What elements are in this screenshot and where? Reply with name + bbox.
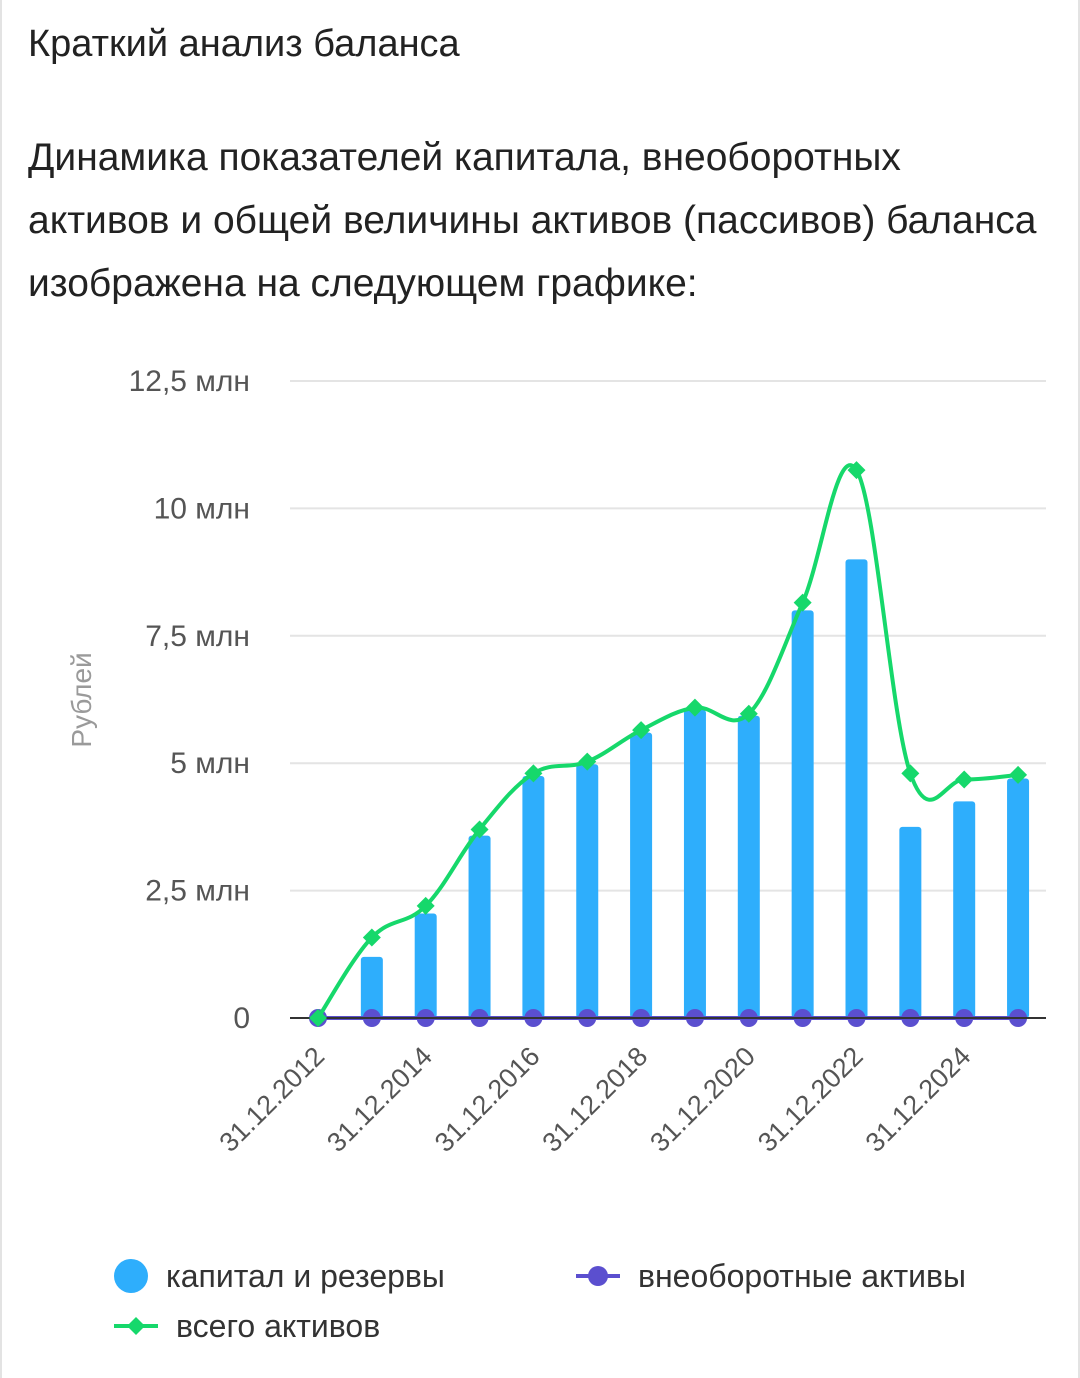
data-point[interactable] [955, 770, 974, 789]
section-title: Краткий анализ баланса [28, 23, 460, 65]
x-tick-label: 31.12.2016 [429, 1041, 546, 1158]
bar[interactable] [1007, 778, 1030, 1018]
bar[interactable] [360, 956, 383, 1018]
data-point[interactable] [578, 752, 597, 771]
x-tick-label: 31.12.2018 [537, 1041, 654, 1158]
bars-capital-reserves [360, 559, 1030, 1018]
balance-chart: 0 2,5 млн 5 млн 7,5 млн 10 млн 12,5 млн Рубле… [66, 365, 1046, 1158]
y-tick-label: 2,5 млн [145, 875, 250, 908]
bar[interactable] [845, 559, 868, 1018]
data-point[interactable] [793, 593, 812, 612]
y-tick-label: 0 [233, 1002, 250, 1035]
intro-text: Динамика показателей капитала, внеоборот… [28, 136, 1037, 305]
y-tick-label: 5 млн [170, 747, 250, 780]
x-tick-label: 31.12.2014 [321, 1041, 438, 1158]
y-tick-label: 10 млн [154, 492, 250, 525]
x-tick-label: 31.12.2024 [860, 1041, 977, 1158]
bar[interactable] [522, 775, 545, 1018]
x-tick-label: 31.12.2012 [213, 1041, 330, 1158]
bar[interactable] [791, 610, 814, 1018]
data-point[interactable] [685, 698, 704, 717]
legend-label-total: всего активов [176, 1307, 381, 1344]
bar[interactable] [737, 715, 760, 1018]
y-axis-label: Рублей [66, 652, 97, 747]
x-tick-label: 31.12.2022 [752, 1041, 869, 1158]
y-tick-label: 12,5 млн [129, 365, 250, 398]
data-point[interactable] [739, 704, 758, 723]
y-tick-label: 7,5 млн [145, 620, 250, 653]
y-axis-ticks: 0 2,5 млн 5 млн 7,5 млн 10 млн 12,5 млн [129, 365, 250, 1035]
bar[interactable] [630, 732, 653, 1018]
legend-item-total[interactable]: всего активов [112, 1302, 380, 1350]
data-point[interactable] [901, 764, 920, 783]
data-point[interactable] [470, 820, 489, 839]
bar[interactable] [953, 801, 976, 1018]
legend-item-non-current[interactable]: внеоборотные активы [574, 1252, 966, 1300]
data-point[interactable] [632, 721, 651, 740]
grid-lines [290, 380, 1046, 892]
bar[interactable] [414, 913, 437, 1018]
bar[interactable] [899, 826, 922, 1018]
right-edge [1078, 0, 1080, 1378]
bar[interactable] [576, 764, 599, 1018]
x-tick-label: 31.12.2020 [644, 1041, 761, 1158]
legend-label-capital: капитал и резервы [166, 1257, 445, 1294]
line-total-assets [309, 461, 1028, 1027]
legend-line-diamond-icon [114, 1317, 158, 1335]
data-point[interactable] [362, 928, 381, 947]
left-edge [0, 0, 2, 1378]
data-point[interactable] [1009, 765, 1028, 784]
legend-label-non-current: внеоборотные активы [638, 1257, 966, 1294]
x-axis-ticks: 31.12.201231.12.201431.12.201631.12.2018… [213, 1041, 976, 1158]
bar[interactable] [683, 709, 706, 1018]
data-point[interactable] [309, 1009, 327, 1027]
data-point[interactable] [847, 461, 866, 480]
legend-item-capital[interactable]: капитал и резервы [112, 1252, 445, 1300]
data-point[interactable] [416, 896, 435, 915]
bar[interactable] [468, 835, 491, 1018]
legend-line-dot-icon [576, 1266, 620, 1286]
legend-circle-icon [114, 1259, 148, 1293]
data-point[interactable] [524, 764, 543, 783]
series-line [316, 463, 1019, 1020]
